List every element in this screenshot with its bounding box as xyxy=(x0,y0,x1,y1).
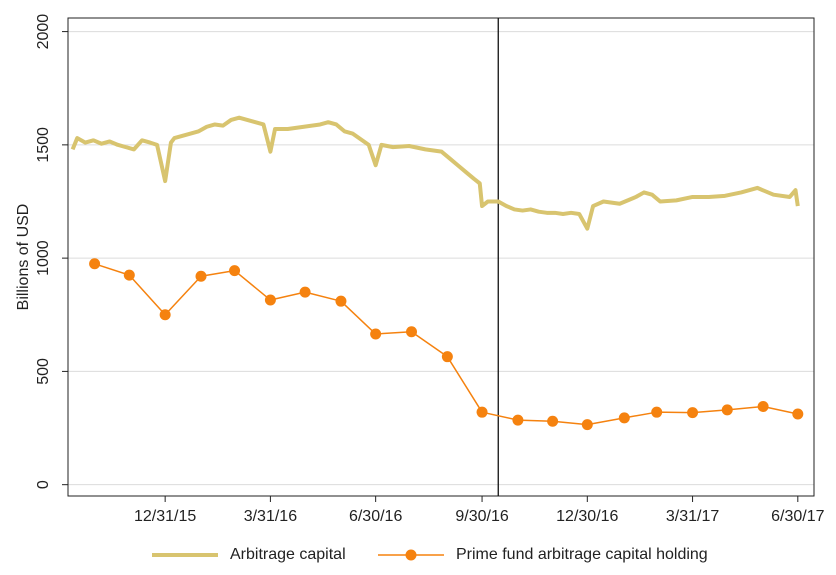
data-point xyxy=(757,401,769,413)
data-point xyxy=(547,415,559,427)
data-point xyxy=(299,286,311,298)
x-tick-label: 9/30/16 xyxy=(455,508,508,525)
data-point xyxy=(721,404,733,416)
x-tick-label: 6/30/17 xyxy=(771,508,824,525)
x-tick-label: 12/31/15 xyxy=(134,508,196,525)
y-tick-label: 1000 xyxy=(35,240,52,276)
data-point xyxy=(651,406,663,418)
x-tick-label: 3/31/17 xyxy=(666,508,719,525)
data-point xyxy=(441,351,453,363)
y-axis-label: Billions of USD xyxy=(15,204,32,311)
data-point xyxy=(159,309,171,321)
y-tick-label: 0 xyxy=(35,480,52,489)
data-point xyxy=(123,269,135,281)
x-tick-label: 12/30/16 xyxy=(556,508,618,525)
legend-label: Arbitrage capital xyxy=(230,546,346,563)
data-point xyxy=(687,407,699,419)
data-point xyxy=(195,270,207,282)
data-point xyxy=(370,328,382,340)
data-point xyxy=(264,294,276,306)
series-line xyxy=(94,263,798,426)
y-tick-label: 2000 xyxy=(35,14,52,50)
plot-frame xyxy=(67,17,815,497)
data-point xyxy=(476,406,488,418)
data-point xyxy=(406,326,418,338)
y-tick-label: 500 xyxy=(35,358,52,385)
legend-label: Prime fund arbitrage capital holding xyxy=(456,546,708,563)
x-tick-label: 6/30/16 xyxy=(349,508,402,525)
data-point xyxy=(792,408,804,420)
data-point xyxy=(89,258,101,270)
data-point xyxy=(512,414,524,426)
series-line xyxy=(70,115,800,231)
legend-marker xyxy=(405,549,417,561)
y-tick-label: 1500 xyxy=(35,127,52,163)
data-point xyxy=(335,295,347,307)
data-point xyxy=(618,412,630,424)
data-point xyxy=(581,419,593,431)
x-tick-label: 3/31/16 xyxy=(244,508,297,525)
data-point xyxy=(229,265,241,277)
